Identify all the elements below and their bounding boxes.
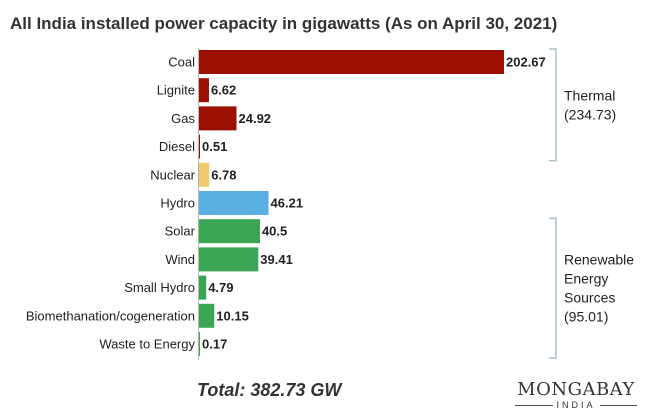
bracket-label-thermal-1: (234.73) bbox=[564, 106, 616, 122]
category-label-diesel: Diesel bbox=[159, 139, 195, 154]
category-label-wind: Wind bbox=[165, 252, 195, 267]
category-label-biomethanation-cogeneration: Biomethanation/cogeneration bbox=[26, 308, 195, 323]
logo-sub-text: INDIA bbox=[556, 400, 596, 410]
value-label-diesel: 0.51 bbox=[202, 139, 227, 154]
category-label-hydro: Hydro bbox=[160, 196, 195, 211]
value-label-hydro: 46.21 bbox=[271, 196, 304, 211]
category-label-nuclear: Nuclear bbox=[150, 167, 195, 182]
bar-biomethanation-cogeneration bbox=[199, 303, 215, 328]
bracket-label-thermal-0: Thermal bbox=[564, 87, 615, 103]
mongabay-logo: MONGABAY INDIA bbox=[515, 379, 638, 410]
category-label-waste-to-energy: Waste to Energy bbox=[99, 337, 195, 352]
bar-waste-to-energy bbox=[199, 332, 200, 356]
value-label-coal: 202.67 bbox=[506, 55, 546, 70]
bar-hydro bbox=[199, 191, 269, 215]
category-label-lignite: Lignite bbox=[157, 83, 195, 98]
value-label-small-hydro: 4.79 bbox=[208, 280, 233, 295]
bar-wind bbox=[199, 247, 259, 272]
value-label-nuclear: 6.78 bbox=[211, 167, 236, 182]
bracket-label-renewable-3: (95.01) bbox=[564, 309, 608, 325]
value-label-waste-to-energy: 0.17 bbox=[202, 337, 227, 352]
bar-lignite bbox=[199, 78, 209, 103]
bar-chart: Coal 202.67 Lignite 6.62 Gas 24.92 Diesel 0.51 N… bbox=[26, 48, 634, 360]
bar-diesel bbox=[199, 134, 200, 159]
bracket-label-renewable-1: Energy bbox=[564, 271, 608, 287]
bracket-label-renewable-2: Sources bbox=[564, 290, 615, 306]
category-label-gas: Gas bbox=[171, 111, 195, 126]
value-label-gas: 24.92 bbox=[239, 111, 272, 126]
bar-gas bbox=[199, 106, 237, 131]
bar-small-hydro bbox=[199, 275, 207, 300]
category-label-small-hydro: Small Hydro bbox=[124, 280, 195, 295]
bar-coal bbox=[199, 50, 504, 74]
category-label-coal: Coal bbox=[168, 55, 195, 70]
bar-nuclear bbox=[199, 162, 210, 187]
value-label-solar: 40.5 bbox=[262, 224, 287, 239]
total-label: Total: 382.73 GW bbox=[197, 380, 342, 400]
bracket-label-renewable-0: Renewable bbox=[564, 252, 634, 268]
bar-solar bbox=[199, 219, 260, 244]
logo-main-text: MONGABAY bbox=[517, 379, 635, 400]
category-label-solar: Solar bbox=[165, 224, 196, 239]
bracket-renewable bbox=[549, 217, 557, 359]
bracket-thermal bbox=[549, 48, 557, 162]
value-label-biomethanation-cogeneration: 10.15 bbox=[216, 308, 249, 323]
value-label-lignite: 6.62 bbox=[211, 83, 236, 98]
value-label-wind: 39.41 bbox=[260, 252, 293, 267]
chart-title: All India installed power capacity in gi… bbox=[10, 14, 558, 33]
